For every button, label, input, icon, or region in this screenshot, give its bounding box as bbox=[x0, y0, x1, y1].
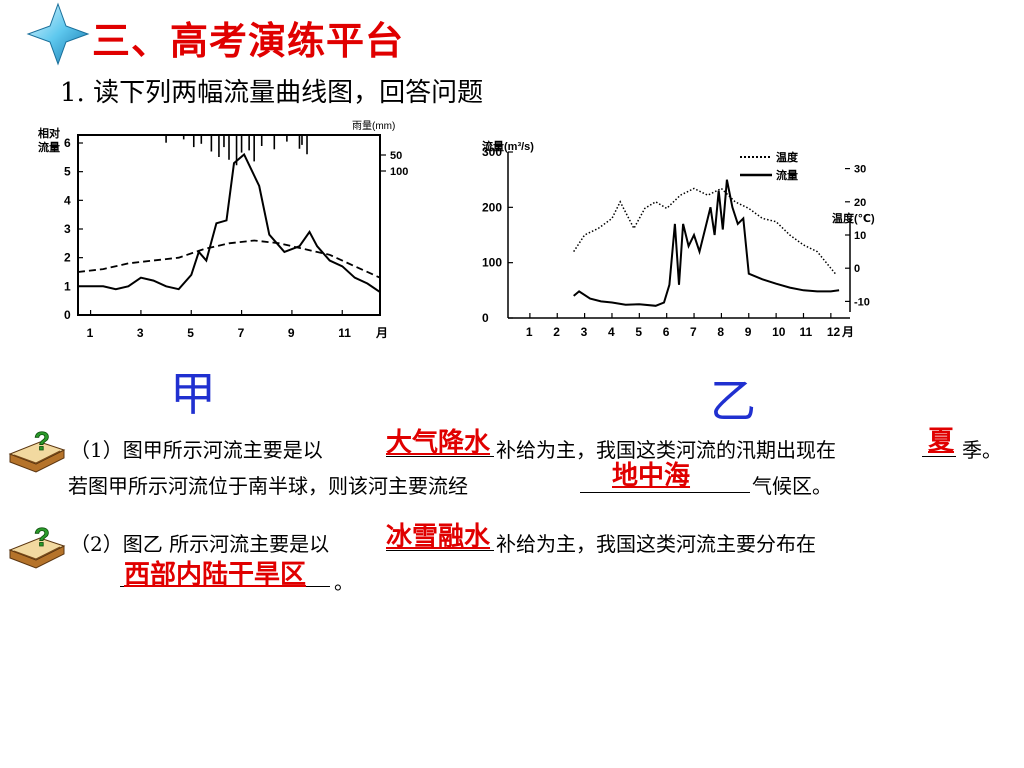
svg-text:?: ? bbox=[34, 426, 50, 456]
q1-text-a: （1）图甲所示河流主要是以 bbox=[70, 438, 323, 462]
x-tick-label: 1 bbox=[87, 326, 94, 340]
y2-axis-label: 雨量(mm) bbox=[352, 120, 395, 132]
answer-1: 大气降水 bbox=[386, 428, 491, 458]
answer-5: 西部内陆干旱区 bbox=[124, 560, 307, 590]
x-tick-label: 1 bbox=[526, 325, 533, 339]
y-tick-label: 200 bbox=[482, 200, 502, 214]
answer-blank bbox=[386, 550, 494, 551]
answer-blank bbox=[580, 492, 750, 493]
y2-tick-label: 50 bbox=[390, 150, 402, 162]
y-tick-label: 0 bbox=[482, 311, 489, 325]
q2-text-c: 。 bbox=[334, 570, 354, 594]
q1-text-c: 季。 bbox=[962, 438, 1002, 462]
q1-text-b: 补给为主，我国这类河流的汛期出现在 bbox=[496, 438, 836, 462]
y-tick-label: 0 bbox=[64, 308, 71, 322]
answer-3: 地中海 bbox=[612, 461, 691, 491]
y-tick-label: 1 bbox=[64, 279, 71, 293]
x-tick-label: 7 bbox=[690, 325, 697, 339]
answer-blank bbox=[922, 456, 956, 457]
x-tick-label: 5 bbox=[187, 326, 194, 340]
y-tick-label: 3 bbox=[64, 222, 71, 236]
x-axis-unit: 月 bbox=[375, 326, 388, 340]
x-tick-label: 11 bbox=[338, 326, 351, 340]
x-tick-label: 3 bbox=[137, 326, 144, 340]
legend-label: 流量 bbox=[776, 168, 798, 182]
q2-text-b: 补给为主，我国这类河流主要分布在 bbox=[496, 532, 816, 556]
x-tick-label: 7 bbox=[238, 326, 245, 340]
x-tick-label: 3 bbox=[581, 325, 588, 339]
x-tick-label: 2 bbox=[553, 325, 560, 339]
y-tick-label: 100 bbox=[482, 256, 502, 270]
y-tick-label: 300 bbox=[482, 145, 502, 159]
x-tick-label: 9 bbox=[745, 325, 752, 339]
y-tick-label: 4 bbox=[64, 193, 71, 207]
page-title: 三、高考演练平台 bbox=[92, 19, 405, 63]
y2-tick-label: 10 bbox=[854, 230, 866, 242]
question-book-icon: ? bbox=[8, 522, 66, 569]
x-tick-label: 10 bbox=[772, 325, 786, 339]
chart-label-jia: 甲 bbox=[170, 367, 216, 421]
x-tick-label: 11 bbox=[799, 325, 812, 339]
x-tick-label: 12 bbox=[827, 325, 841, 339]
q1-text-d: 若图甲所示河流位于南半球，则该河主要流经 bbox=[68, 474, 468, 498]
question-stem: 1. 读下列两幅流量曲线图，回答问题 bbox=[60, 78, 484, 108]
answer-blank bbox=[386, 456, 494, 457]
y2-tick-label: 30 bbox=[854, 164, 866, 176]
q1-text-e: 气候区。 bbox=[752, 474, 832, 498]
sparkle-star-icon bbox=[26, 2, 90, 66]
answer-blank bbox=[120, 586, 330, 587]
x-tick-label: 6 bbox=[663, 325, 670, 339]
chart-label-yi: 乙 bbox=[710, 374, 756, 428]
answer-2: 夏 bbox=[928, 426, 955, 456]
y2-tick-label: 100 bbox=[390, 166, 408, 178]
flow-line bbox=[573, 179, 840, 307]
x-tick-label: 9 bbox=[288, 326, 295, 340]
svg-text:?: ? bbox=[34, 522, 50, 552]
y2-tick-label: 20 bbox=[854, 197, 866, 209]
y-axis-label: 流量 bbox=[38, 140, 60, 154]
question-book-icon: ? bbox=[8, 426, 66, 473]
x-tick-label: 4 bbox=[608, 325, 615, 339]
y-tick-label: 6 bbox=[64, 136, 71, 150]
x-tick-label: 5 bbox=[635, 325, 642, 339]
x-tick-label: 8 bbox=[717, 325, 724, 339]
y2-tick-label: -10 bbox=[854, 296, 870, 308]
q2-text-a: （2）图乙 所示河流主要是以 bbox=[70, 532, 330, 556]
flow-line bbox=[78, 152, 381, 293]
answer-4: 冰雪融水 bbox=[386, 522, 491, 552]
y2-tick-label: 0 bbox=[854, 263, 860, 275]
x-axis-unit: 月 bbox=[841, 325, 854, 339]
legend-label: 温度 bbox=[776, 150, 799, 164]
y2-axis-label: 温度(℃) bbox=[832, 211, 875, 225]
y-axis-label: 相对 bbox=[38, 126, 60, 140]
y-tick-label: 2 bbox=[64, 251, 71, 265]
y-axis-label: 流量(m³/s) bbox=[482, 139, 534, 153]
base-flow-line bbox=[77, 239, 381, 279]
y-tick-label: 5 bbox=[64, 165, 71, 179]
